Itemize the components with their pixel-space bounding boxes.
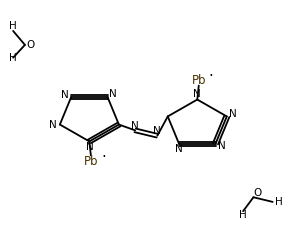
Text: H: H <box>9 21 17 31</box>
Text: N: N <box>175 144 183 154</box>
Text: N: N <box>61 90 69 100</box>
Text: Pb: Pb <box>192 74 206 87</box>
Text: N: N <box>86 142 93 152</box>
Text: N: N <box>49 120 56 130</box>
Text: N: N <box>229 109 237 119</box>
Text: O: O <box>27 40 35 50</box>
Text: N: N <box>109 89 117 99</box>
Text: N: N <box>218 141 226 151</box>
Text: Pb: Pb <box>84 155 98 168</box>
Text: N: N <box>154 126 161 136</box>
Text: H: H <box>275 197 283 207</box>
Text: H: H <box>239 210 247 220</box>
Text: ·: · <box>209 69 214 84</box>
Text: H: H <box>9 53 17 63</box>
Text: O: O <box>254 188 262 197</box>
Text: ·: · <box>101 150 106 165</box>
Text: N: N <box>131 121 139 131</box>
Text: N: N <box>193 89 201 99</box>
